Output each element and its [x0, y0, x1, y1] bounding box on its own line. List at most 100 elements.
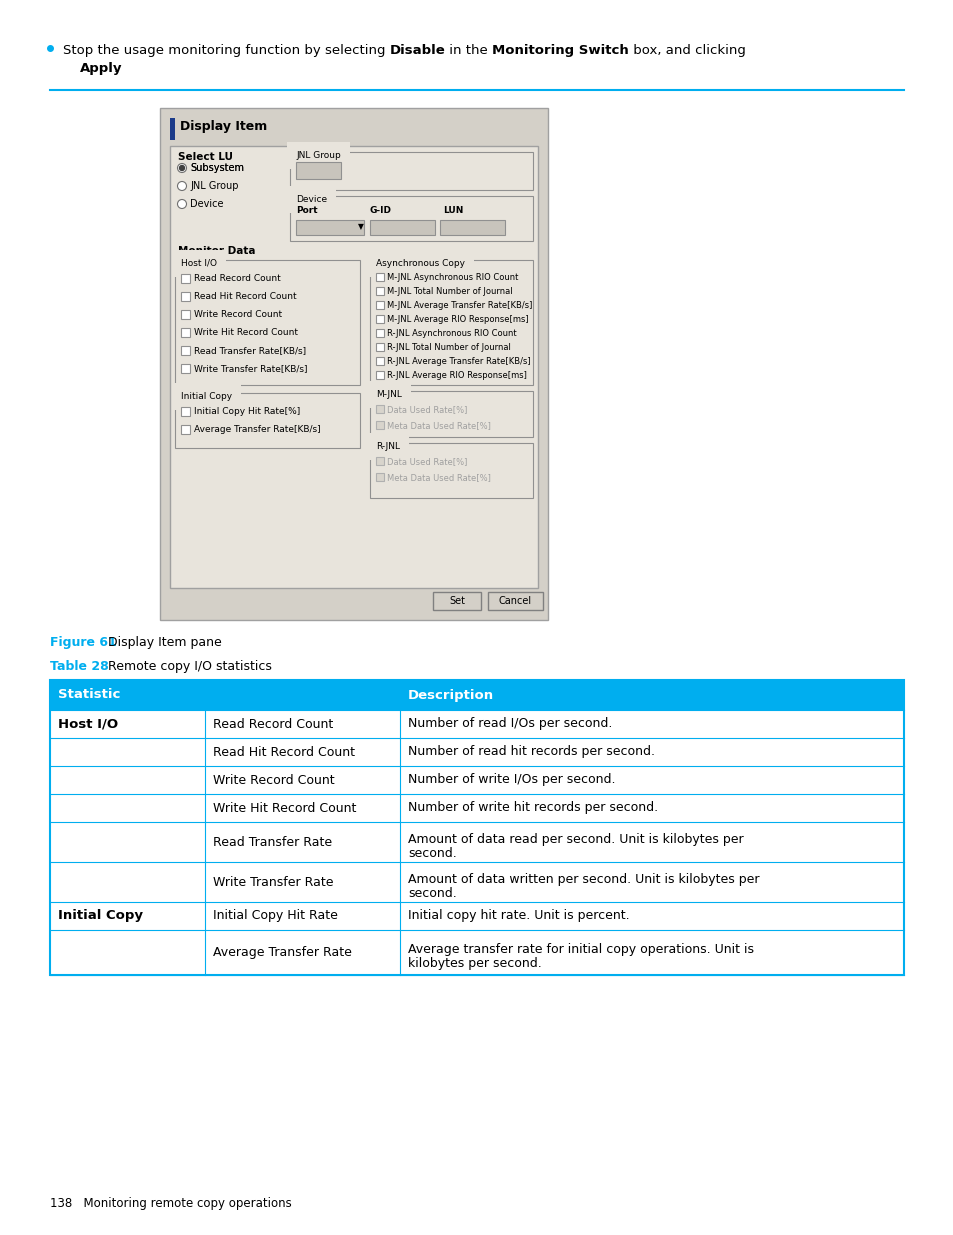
Bar [181, 364, 190, 373]
Bar [50, 680, 903, 710]
Text: Figure 61: Figure 61 [50, 636, 116, 650]
Text: kilobytes per second.: kilobytes per second. [408, 957, 541, 971]
Bar [375, 301, 384, 309]
Text: G-ID: G-ID [370, 206, 392, 215]
Bar [375, 329, 384, 337]
Text: Average transfer rate for initial copy operations. Unit is: Average transfer rate for initial copy o… [408, 944, 753, 956]
Text: M-JNL Average RIO Response[ms]: M-JNL Average RIO Response[ms] [387, 315, 528, 324]
Text: second.: second. [408, 847, 456, 860]
Text: Write Record Count: Write Record Count [193, 310, 282, 319]
Text: Number of write I/Os per second.: Number of write I/Os per second. [408, 773, 615, 787]
Text: second.: second. [408, 887, 456, 900]
Text: Number of write hit records per second.: Number of write hit records per second. [408, 802, 658, 815]
Bar [375, 457, 384, 466]
Text: Read Record Count: Read Record Count [193, 274, 280, 283]
Text: Read Transfer Rate: Read Transfer Rate [213, 836, 332, 848]
Bar [433, 592, 480, 610]
Text: Select LU: Select LU [178, 152, 233, 162]
Bar [181, 310, 190, 319]
Text: Write Transfer Rate: Write Transfer Rate [213, 876, 334, 888]
Bar [174, 393, 359, 448]
Text: Read Transfer Rate[KB/s]: Read Transfer Rate[KB/s] [193, 346, 306, 354]
Bar [295, 220, 364, 235]
Text: Read Hit Record Count: Read Hit Record Count [213, 746, 355, 758]
Bar [181, 408, 190, 416]
Circle shape [177, 182, 186, 190]
Text: Write Hit Record Count: Write Hit Record Count [193, 329, 297, 337]
Text: Initial Copy: Initial Copy [181, 391, 232, 401]
Text: Device: Device [295, 195, 327, 204]
Bar [375, 473, 384, 480]
Bar [170, 146, 537, 588]
Text: Disable: Disable [390, 44, 445, 57]
Text: Statistic: Statistic [58, 688, 120, 701]
Text: Data Used Rate[%]: Data Used Rate[%] [387, 457, 467, 466]
Text: Description: Description [408, 688, 494, 701]
Text: 138   Monitoring remote copy operations: 138 Monitoring remote copy operations [50, 1197, 292, 1210]
Text: .: . [113, 62, 118, 75]
Bar [375, 273, 384, 282]
Bar [181, 346, 190, 354]
Bar [181, 425, 190, 433]
Text: Initial Copy Hit Rate[%]: Initial Copy Hit Rate[%] [193, 408, 300, 416]
Bar [375, 357, 384, 366]
Text: Initial Copy: Initial Copy [58, 909, 143, 923]
Bar [370, 261, 533, 385]
Text: Amount of data read per second. Unit is kilobytes per: Amount of data read per second. Unit is … [408, 832, 742, 846]
Text: Apply: Apply [80, 62, 122, 75]
Bar [375, 287, 384, 295]
Text: Average Transfer Rate: Average Transfer Rate [213, 946, 352, 960]
Text: M-JNL Average Transfer Rate[KB/s]: M-JNL Average Transfer Rate[KB/s] [387, 301, 532, 310]
Bar [370, 220, 435, 235]
Bar [50, 680, 903, 974]
Bar [375, 370, 384, 379]
Text: Display Item: Display Item [180, 120, 267, 133]
Bar [375, 315, 384, 324]
Text: Device: Device [190, 199, 223, 209]
Bar [295, 162, 340, 179]
Text: M-JNL Total Number of Journal: M-JNL Total Number of Journal [387, 287, 512, 296]
Bar [370, 391, 533, 437]
Text: M-JNL: M-JNL [375, 390, 401, 399]
Circle shape [177, 163, 186, 173]
Text: Host I/O: Host I/O [58, 718, 118, 730]
Text: Set: Set [449, 597, 464, 606]
Bar [488, 592, 542, 610]
Text: Display Item pane: Display Item pane [108, 636, 221, 650]
Text: box, and clicking: box, and clicking [629, 44, 745, 57]
Text: ▼: ▼ [357, 222, 363, 231]
Text: Number of read I/Os per second.: Number of read I/Os per second. [408, 718, 612, 730]
Bar [370, 443, 533, 498]
Bar [160, 107, 547, 620]
Text: JNL Group: JNL Group [190, 182, 238, 191]
Text: Read Record Count: Read Record Count [213, 718, 333, 730]
Bar [290, 196, 533, 241]
Text: Write Hit Record Count: Write Hit Record Count [213, 802, 356, 815]
Bar [181, 291, 190, 301]
Bar [181, 329, 190, 337]
Text: Initial Copy Hit Rate: Initial Copy Hit Rate [213, 909, 337, 923]
Text: Remote copy I/O statistics: Remote copy I/O statistics [108, 659, 272, 673]
Text: Read Hit Record Count: Read Hit Record Count [193, 291, 296, 301]
Text: Subsystem: Subsystem [190, 163, 244, 173]
Text: Monitor Data: Monitor Data [178, 246, 255, 256]
Text: Stop the usage monitoring function by selecting: Stop the usage monitoring function by se… [63, 44, 390, 57]
Bar [290, 152, 533, 190]
Text: Average Transfer Rate[KB/s]: Average Transfer Rate[KB/s] [193, 425, 320, 433]
Text: Table 28: Table 28 [50, 659, 109, 673]
Text: JNL Group: JNL Group [295, 151, 340, 161]
Text: R-JNL Average Transfer Rate[KB/s]: R-JNL Average Transfer Rate[KB/s] [387, 357, 530, 366]
Text: Amount of data written per second. Unit is kilobytes per: Amount of data written per second. Unit … [408, 873, 759, 885]
Text: Initial copy hit rate. Unit is percent.: Initial copy hit rate. Unit is percent. [408, 909, 629, 923]
Text: M-JNL Asynchronous RIO Count: M-JNL Asynchronous RIO Count [387, 273, 517, 282]
Circle shape [179, 165, 184, 170]
Bar [375, 405, 384, 412]
Text: LUN: LUN [442, 206, 463, 215]
Circle shape [177, 200, 186, 209]
Text: Subsystem: Subsystem [190, 163, 244, 173]
Text: Data Used Rate[%]: Data Used Rate[%] [387, 405, 467, 414]
Text: R-JNL Asynchronous RIO Count: R-JNL Asynchronous RIO Count [387, 329, 517, 338]
Bar [439, 220, 504, 235]
Text: R-JNL Average RIO Response[ms]: R-JNL Average RIO Response[ms] [387, 370, 526, 380]
Bar [375, 343, 384, 351]
